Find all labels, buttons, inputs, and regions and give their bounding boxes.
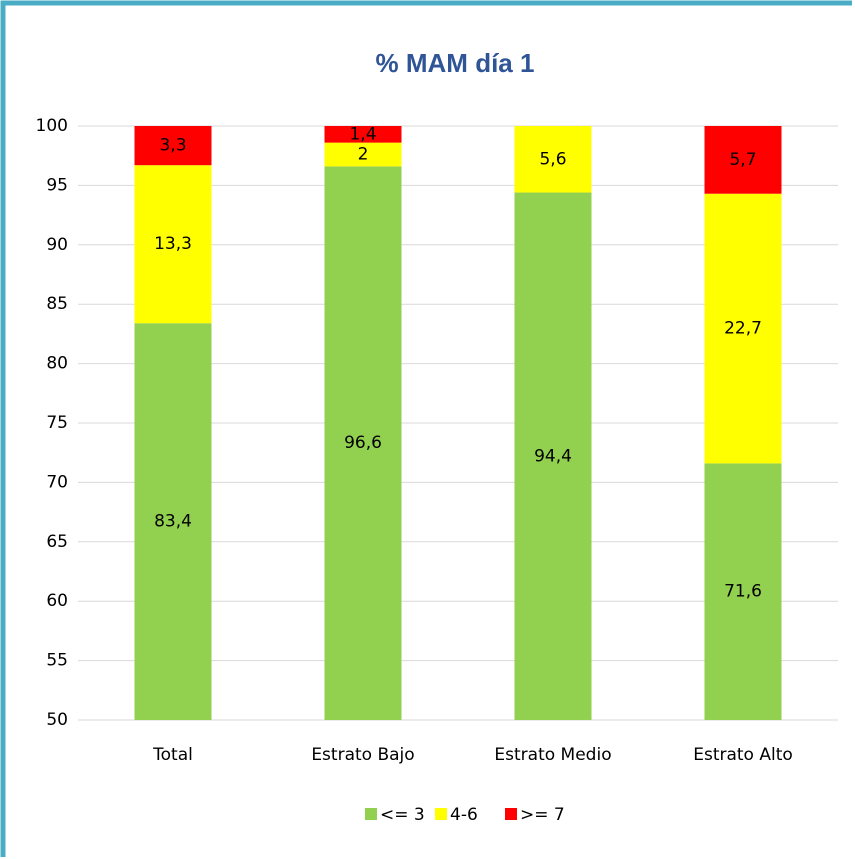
y-tick-label: 65 [46,532,68,552]
bar-segment [134,165,212,324]
bar-segment [704,193,782,464]
data-label: 22,7 [724,319,762,339]
bar-segment [324,142,402,167]
y-tick-label: 50 [46,710,68,730]
legend-swatch [435,808,447,820]
y-tick-label: 70 [46,472,68,492]
y-tick-label: 75 [46,413,68,433]
bar-segment [134,323,212,720]
y-tick-label: 85 [46,294,68,314]
x-tick-label: Estrato Alto [693,745,793,765]
x-tick-label: Total [152,745,193,765]
data-label: 13,3 [154,234,192,254]
data-label: 2 [358,145,369,165]
data-label: 5,7 [729,150,756,170]
legend-swatch [365,808,377,820]
data-label: 1,4 [349,124,376,144]
bar-segment [134,126,212,166]
y-tick-label: 80 [46,354,68,374]
bar-segment [514,192,592,720]
data-label: 83,4 [154,512,192,532]
legend-swatch [505,808,517,820]
data-label: 71,6 [724,582,762,602]
bar-segment [704,126,782,194]
data-label: 5,6 [539,149,566,169]
legend-label: 4-6 [450,805,478,825]
chart-title: % MAM día 1 [376,48,535,78]
bar-segment [704,463,782,720]
y-tick-label: 100 [36,116,68,136]
x-tick-label: Estrato Medio [494,745,611,765]
y-tick-label: 90 [46,235,68,255]
data-label: 3,3 [159,136,186,156]
legend-label: <= 3 [380,805,425,825]
bar-segment [324,166,402,721]
legend-label: >= 7 [520,805,565,825]
y-tick-label: 60 [46,591,68,611]
bar-segment [514,126,592,193]
data-label: 94,4 [534,446,572,466]
bar-segment [324,126,402,143]
y-tick-label: 95 [46,175,68,195]
y-tick-label: 55 [46,651,68,671]
x-tick-label: Estrato Bajo [311,745,414,765]
data-label: 96,6 [344,433,382,453]
